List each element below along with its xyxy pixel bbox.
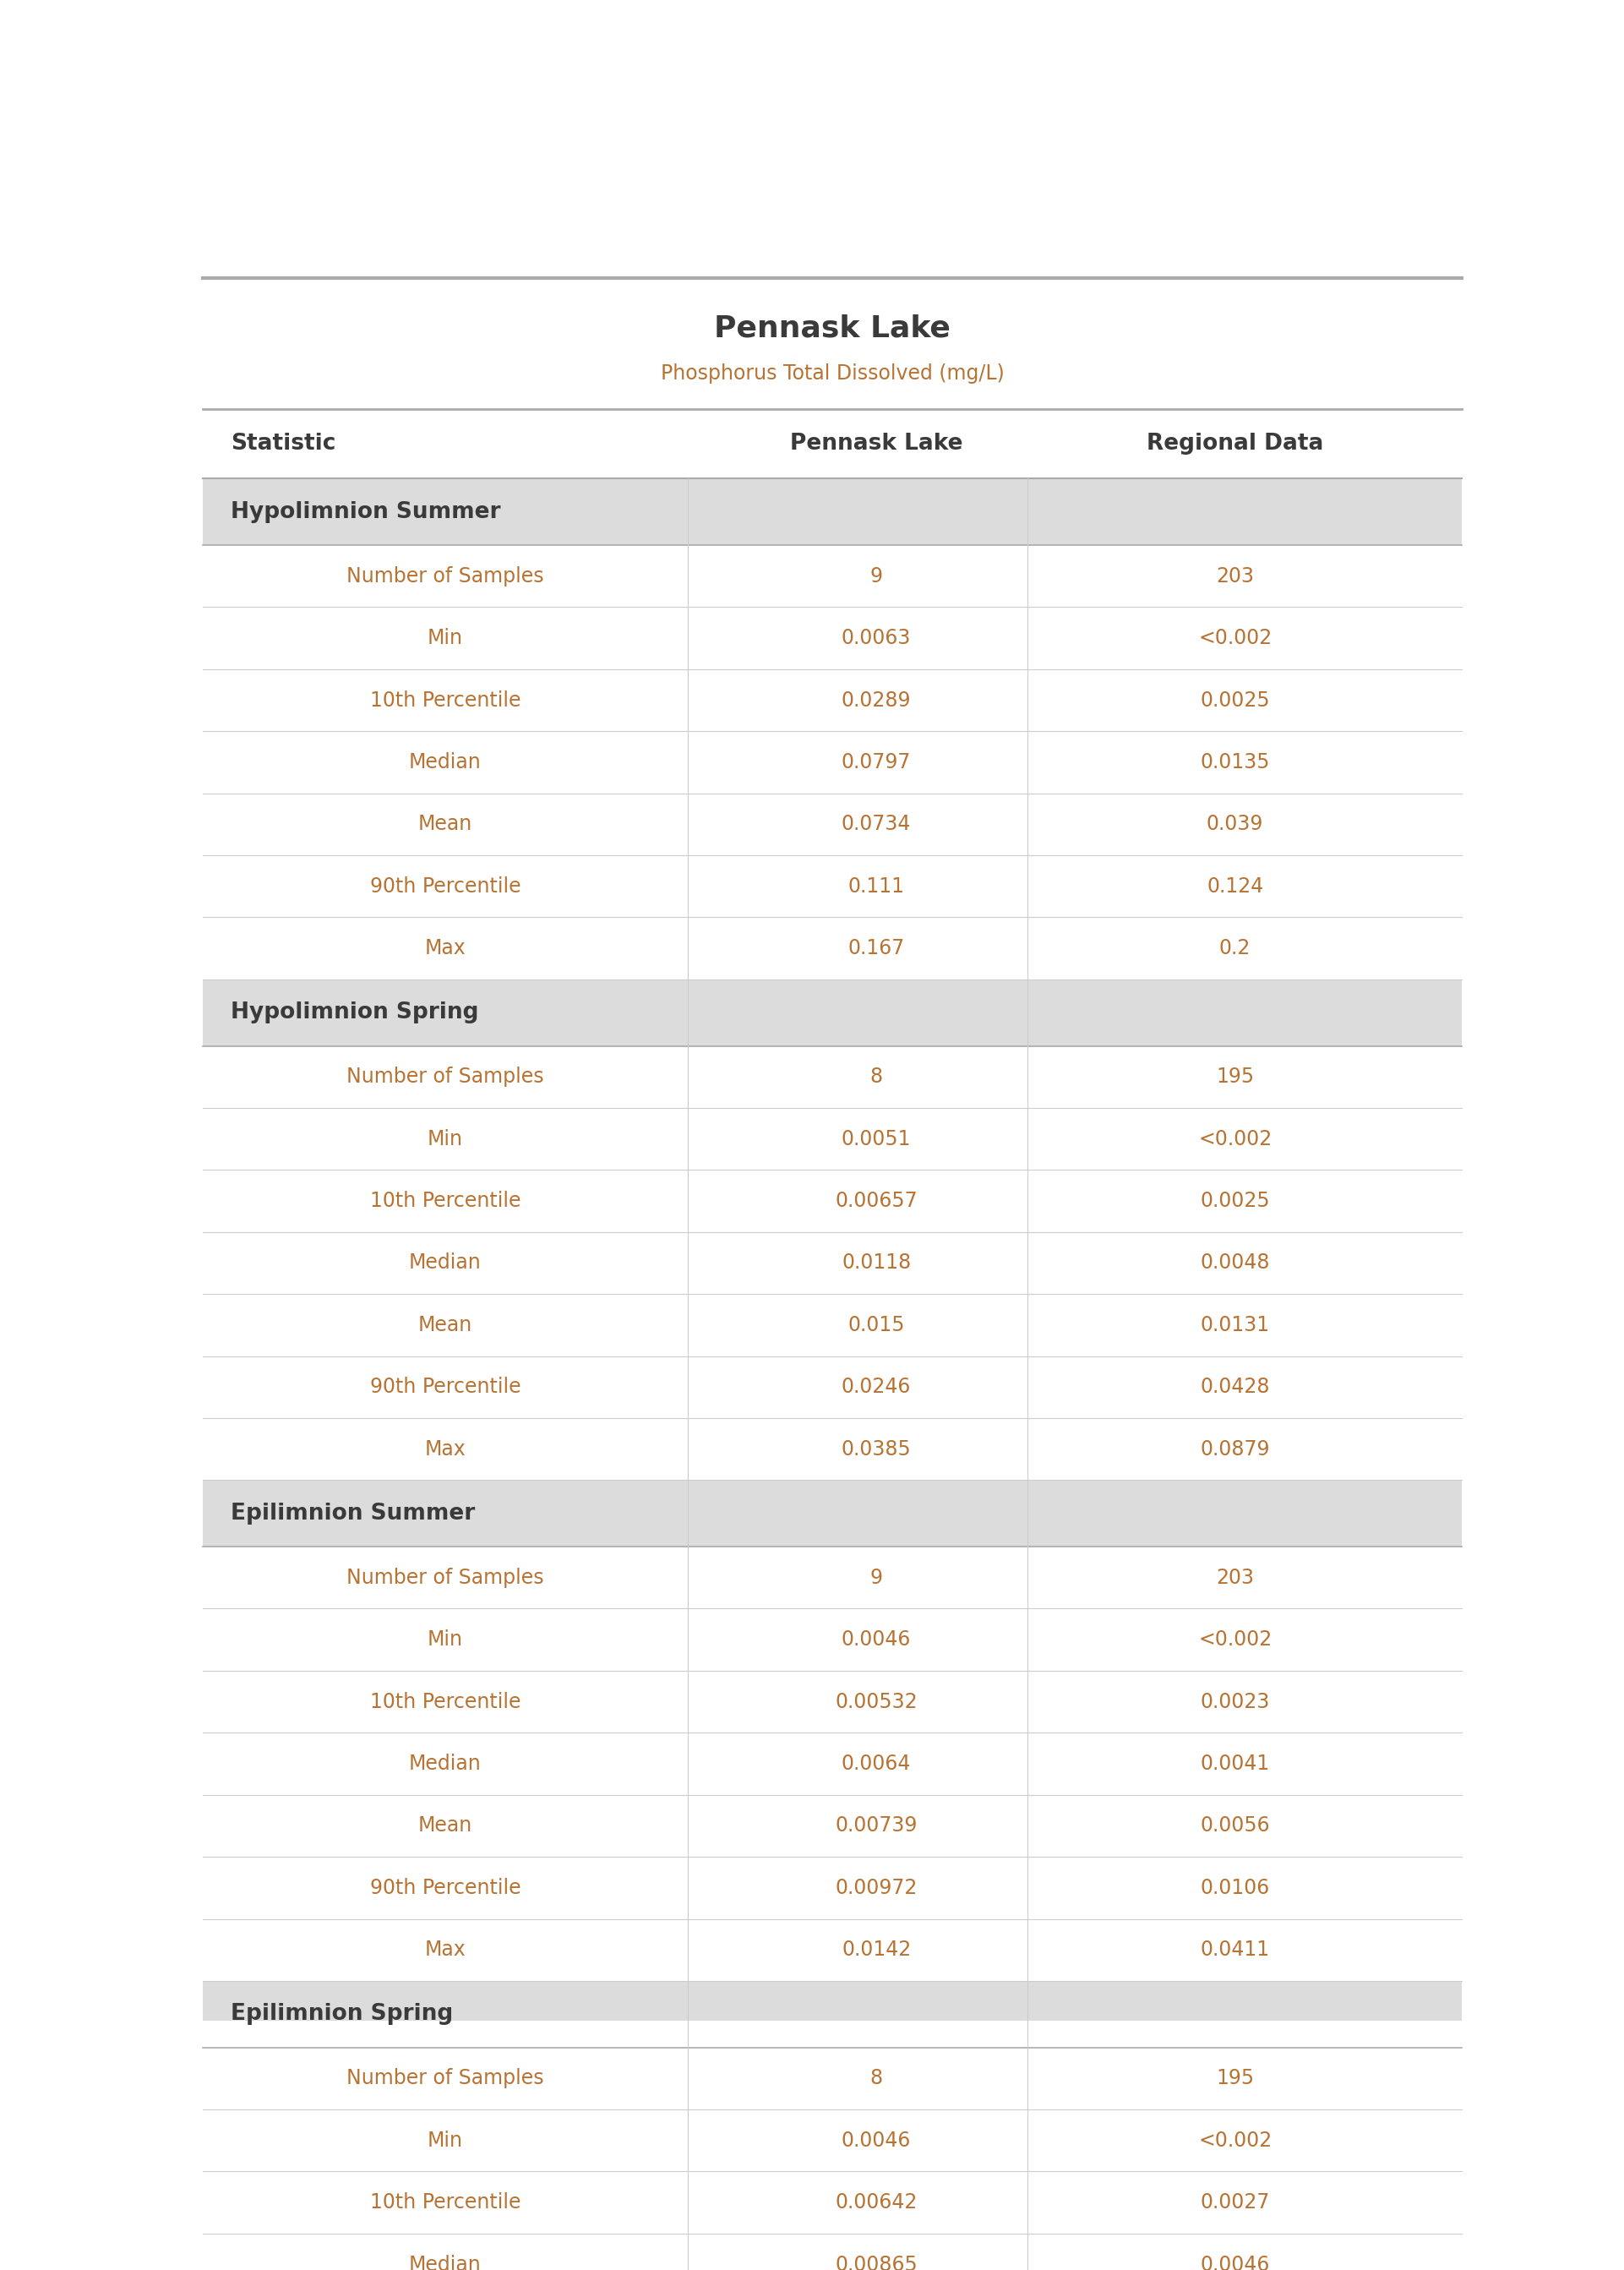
Text: 0.0106: 0.0106: [1200, 1877, 1270, 1898]
Text: Epilimnion Spring: Epilimnion Spring: [231, 2002, 453, 2025]
Text: Number of Samples: Number of Samples: [346, 565, 544, 586]
Text: 0.0063: 0.0063: [841, 629, 911, 649]
Text: 195: 195: [1216, 2068, 1254, 2088]
Text: 203: 203: [1216, 1569, 1254, 1587]
Text: Max: Max: [425, 1439, 466, 1460]
Text: Mean: Mean: [417, 1816, 473, 1836]
Text: 0.0051: 0.0051: [841, 1128, 911, 1149]
Text: 0.0046: 0.0046: [1200, 2254, 1270, 2270]
Text: 10th Percentile: 10th Percentile: [370, 1691, 521, 1712]
Text: 0.111: 0.111: [848, 876, 905, 897]
Text: 0.0027: 0.0027: [1200, 2193, 1270, 2213]
Text: Median: Median: [409, 751, 481, 772]
Text: 0.0025: 0.0025: [1200, 690, 1270, 711]
Text: Number of Samples: Number of Samples: [346, 1569, 544, 1587]
Text: Statistic: Statistic: [231, 434, 336, 454]
Text: 0.0289: 0.0289: [841, 690, 911, 711]
Text: 0.00972: 0.00972: [835, 1877, 918, 1898]
Text: 0.0118: 0.0118: [841, 1253, 911, 1273]
Text: 10th Percentile: 10th Percentile: [370, 690, 521, 711]
Text: <0.002: <0.002: [1199, 629, 1272, 649]
Text: 0.0041: 0.0041: [1200, 1755, 1270, 1773]
Text: 0.00657: 0.00657: [835, 1192, 918, 1212]
Text: 195: 195: [1216, 1067, 1254, 1087]
Text: 0.0048: 0.0048: [1200, 1253, 1270, 1273]
Text: 0.00739: 0.00739: [835, 1816, 918, 1836]
Text: 0.0142: 0.0142: [841, 1941, 911, 1959]
Text: Phosphorus Total Dissolved (mg/L): Phosphorus Total Dissolved (mg/L): [661, 363, 1004, 384]
Bar: [203, 1480, 1462, 1546]
Text: 0.00865: 0.00865: [835, 2254, 918, 2270]
Text: Median: Median: [409, 2254, 481, 2270]
Text: 0.2: 0.2: [1220, 938, 1250, 958]
Text: Number of Samples: Number of Samples: [346, 1067, 544, 1087]
Text: 0.015: 0.015: [848, 1314, 905, 1335]
Text: 9: 9: [870, 1569, 883, 1587]
Text: <0.002: <0.002: [1199, 1630, 1272, 1650]
Text: Pennask Lake: Pennask Lake: [789, 434, 963, 454]
Text: Pennask Lake: Pennask Lake: [715, 313, 950, 343]
Text: 0.0046: 0.0046: [841, 2129, 911, 2150]
Text: 90th Percentile: 90th Percentile: [370, 876, 521, 897]
Text: 90th Percentile: 90th Percentile: [370, 1877, 521, 1898]
Text: Min: Min: [427, 1128, 463, 1149]
Text: 0.0023: 0.0023: [1200, 1691, 1270, 1712]
Text: 90th Percentile: 90th Percentile: [370, 1378, 521, 1398]
Text: Median: Median: [409, 1253, 481, 1273]
Text: Regional Data: Regional Data: [1147, 434, 1324, 454]
Text: Max: Max: [425, 938, 466, 958]
Text: 0.0428: 0.0428: [1200, 1378, 1270, 1398]
Text: Max: Max: [425, 1941, 466, 1959]
Text: 0.0064: 0.0064: [841, 1755, 911, 1773]
Text: 9: 9: [870, 565, 883, 586]
Text: Median: Median: [409, 1755, 481, 1773]
Text: 0.039: 0.039: [1207, 815, 1263, 835]
Text: 8: 8: [870, 2068, 883, 2088]
Text: 0.00642: 0.00642: [835, 2193, 918, 2213]
Text: 0.124: 0.124: [1207, 876, 1263, 897]
Text: Min: Min: [427, 1630, 463, 1650]
Text: 0.0879: 0.0879: [1200, 1439, 1270, 1460]
Text: Min: Min: [427, 629, 463, 649]
Text: <0.002: <0.002: [1199, 2129, 1272, 2150]
Text: 203: 203: [1216, 565, 1254, 586]
Bar: [203, 479, 1462, 545]
Text: 8: 8: [870, 1067, 883, 1087]
Text: 0.0025: 0.0025: [1200, 1192, 1270, 1212]
Text: 10th Percentile: 10th Percentile: [370, 1192, 521, 1212]
Text: <0.002: <0.002: [1199, 1128, 1272, 1149]
Text: 0.0797: 0.0797: [841, 751, 911, 772]
Text: Epilimnion Summer: Epilimnion Summer: [231, 1503, 476, 1525]
Bar: [203, 978, 1462, 1046]
Text: 0.00532: 0.00532: [835, 1691, 918, 1712]
Text: Min: Min: [427, 2129, 463, 2150]
Text: Number of Samples: Number of Samples: [346, 2068, 544, 2088]
Text: 0.0131: 0.0131: [1200, 1314, 1270, 1335]
Text: Hypolimnion Summer: Hypolimnion Summer: [231, 502, 500, 522]
Text: Hypolimnion Spring: Hypolimnion Spring: [231, 1001, 479, 1024]
Text: Mean: Mean: [417, 1314, 473, 1335]
Text: 0.0135: 0.0135: [1200, 751, 1270, 772]
Text: 0.0056: 0.0056: [1200, 1816, 1270, 1836]
Text: Mean: Mean: [417, 815, 473, 835]
Text: 0.0246: 0.0246: [841, 1378, 911, 1398]
Text: 10th Percentile: 10th Percentile: [370, 2193, 521, 2213]
Text: 0.0734: 0.0734: [841, 815, 911, 835]
Text: 0.0046: 0.0046: [841, 1630, 911, 1650]
Bar: [203, 1982, 1462, 2048]
Text: 0.0385: 0.0385: [841, 1439, 911, 1460]
Text: 0.167: 0.167: [848, 938, 905, 958]
Text: 0.0411: 0.0411: [1200, 1941, 1270, 1959]
